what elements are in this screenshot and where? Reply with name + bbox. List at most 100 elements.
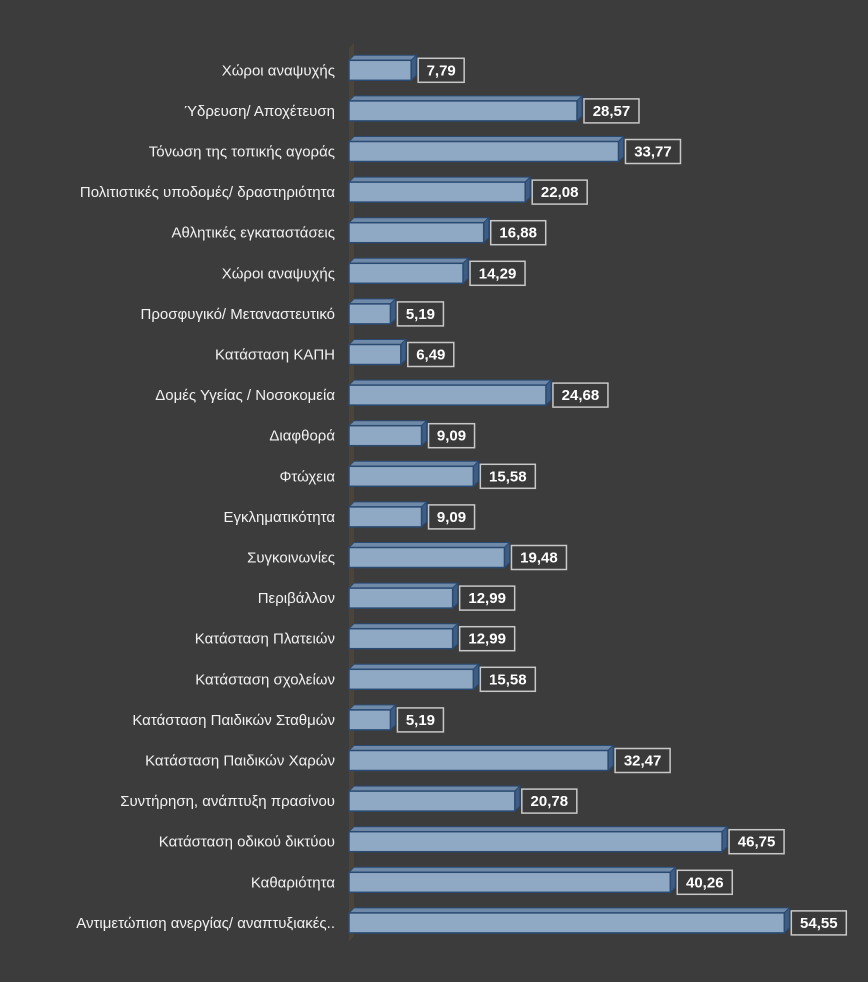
- data-label: 16,88: [499, 225, 537, 242]
- data-label-box: [552, 382, 609, 408]
- bar-side: [524, 175, 531, 204]
- category-label: Κατάσταση Παιδικών Σταθμών: [132, 712, 335, 729]
- category-label: Διαφθορά: [269, 428, 335, 445]
- data-label-box: [479, 463, 537, 490]
- bar: [348, 546, 506, 569]
- data-label-box: [407, 341, 455, 368]
- bar: [348, 668, 475, 691]
- bar: [348, 343, 402, 366]
- bar-side: [410, 54, 417, 82]
- category-label: Καθαριότητα: [251, 874, 335, 891]
- data-label: 40,26: [686, 874, 724, 891]
- data-label-box: [510, 544, 568, 571]
- bar-side: [472, 460, 479, 488]
- data-label: 14,29: [479, 265, 517, 282]
- data-label-box: [458, 625, 516, 652]
- bar: [348, 627, 454, 650]
- category-label: Κατάσταση οδικού δικτύου: [159, 834, 335, 851]
- data-label-box: [469, 260, 526, 287]
- data-label-box: [427, 422, 476, 449]
- data-label: 9,09: [437, 428, 466, 445]
- data-label: 15,58: [489, 468, 527, 485]
- data-label-box: [479, 666, 537, 693]
- data-label: 5,19: [406, 712, 435, 729]
- category-label: Αθλητικές εγκαταστάσεις: [172, 225, 335, 242]
- category-label: Προσφυγικό/ Μεταναστευτικό: [141, 306, 335, 323]
- data-label: 22,08: [541, 184, 579, 201]
- bar-side: [421, 419, 428, 447]
- data-label-box: [417, 57, 465, 84]
- bar: [348, 709, 392, 731]
- category-label: Περιβάλλον: [258, 590, 335, 607]
- category-label: Αντιμετώπιση ανεργίας/ αναπτυξιακές..: [76, 915, 335, 932]
- category-label: Κατάσταση ΚΑΠΗ: [215, 347, 335, 364]
- data-label: 6,49: [416, 347, 445, 364]
- category-label: Κατάσταση Πλατειών: [195, 631, 335, 648]
- data-label-box: [583, 98, 640, 124]
- category-label: Κατάσταση σχολείων: [195, 671, 335, 688]
- bar: [348, 262, 464, 285]
- bar: [348, 749, 609, 772]
- bar: [348, 830, 723, 853]
- bar-side: [503, 541, 510, 569]
- category-label: Φτώχεια: [279, 468, 335, 485]
- bar: [348, 506, 423, 528]
- category-label: Τόνωση της τοπικής αγοράς: [149, 144, 335, 161]
- category-label: Συγκοινωνίες: [247, 550, 335, 567]
- bar: [348, 871, 672, 894]
- bar-side: [421, 500, 428, 529]
- bar: [348, 303, 392, 325]
- data-label-box: [521, 788, 578, 814]
- bar: [348, 140, 620, 163]
- data-label: 5,19: [406, 306, 435, 323]
- data-label-box: [396, 301, 445, 327]
- data-label: 28,57: [593, 103, 631, 120]
- bar: [348, 912, 786, 934]
- data-label-box: [396, 707, 445, 733]
- data-label-box: [614, 747, 671, 774]
- category-label: Συντήρηση, ανάπτυξη πρασίνου: [120, 793, 335, 810]
- category-label: Κατάσταση Παιδικών Χαρών: [145, 753, 335, 770]
- category-label: Χώροι αναψυχής: [222, 265, 335, 282]
- bar: [348, 100, 578, 122]
- data-label: 32,47: [624, 753, 662, 770]
- data-label: 12,99: [468, 590, 506, 607]
- data-label: 46,75: [738, 834, 776, 851]
- data-label-box: [489, 219, 547, 246]
- bar: [348, 465, 475, 488]
- data-label-box: [531, 179, 588, 205]
- category-label: Χώροι αναψυχής: [222, 62, 335, 79]
- bar-side: [545, 378, 552, 407]
- data-label: 9,09: [437, 509, 466, 526]
- data-label-box: [676, 869, 734, 896]
- bar-side: [617, 135, 624, 163]
- category-label: Πολιτιστικές υποδομές/ δραστηριότητα: [80, 184, 335, 201]
- data-label: 19,48: [520, 550, 558, 567]
- category-label: Δομές Υγείας / Νοσοκομεία: [155, 387, 335, 404]
- data-label-box: [458, 585, 516, 611]
- bar-side: [462, 257, 469, 285]
- bar: [348, 221, 485, 244]
- bar: [348, 424, 423, 447]
- bar-side: [721, 825, 728, 853]
- bar-side: [472, 663, 479, 691]
- category-label: Ύδρευση/ Αποχέτευση: [184, 103, 335, 120]
- data-label-box: [790, 910, 848, 936]
- data-label: 33,77: [634, 144, 672, 161]
- data-label-box: [728, 828, 785, 855]
- data-label-box: [624, 138, 682, 165]
- bar: [348, 181, 526, 203]
- data-label: 20,78: [531, 793, 569, 810]
- bar-top: [347, 501, 428, 508]
- data-label: 15,58: [489, 671, 527, 688]
- data-label: 24,68: [562, 387, 600, 404]
- bar: [348, 384, 547, 406]
- data-label-box: [427, 504, 476, 530]
- bar: [348, 790, 516, 812]
- category-label: Εγκληματικότητα: [223, 509, 335, 526]
- data-label: 7,79: [427, 62, 456, 79]
- bar: [348, 587, 454, 609]
- data-label: 54,55: [800, 915, 838, 932]
